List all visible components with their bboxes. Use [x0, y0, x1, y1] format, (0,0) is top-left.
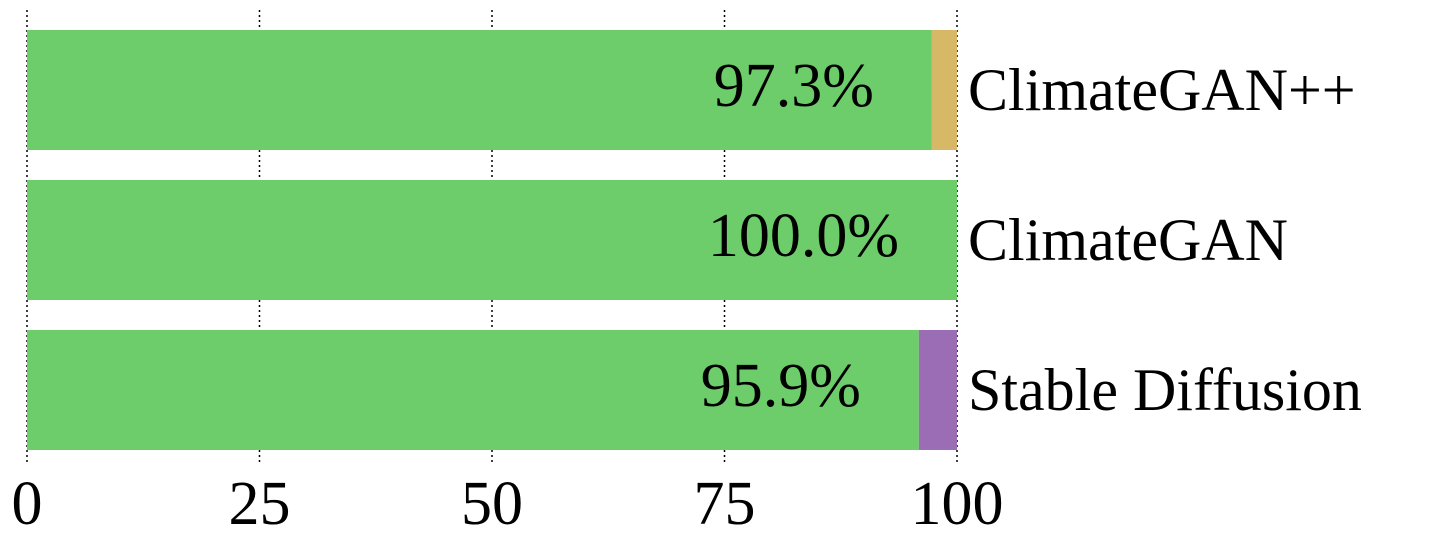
- category-label: ClimateGAN++: [968, 57, 1356, 123]
- x-tick-label: 50: [461, 470, 523, 538]
- x-tick-label: 75: [694, 470, 756, 538]
- x-tick-label: 25: [229, 470, 291, 538]
- category-label: Stable Diffusion: [968, 357, 1362, 423]
- value-label: 97.3%: [714, 52, 874, 120]
- bar-segment: [27, 330, 919, 450]
- bar-segment: [27, 30, 932, 150]
- x-tick-label: 0: [12, 470, 43, 538]
- value-label: 95.9%: [701, 352, 861, 420]
- bar-segment: [931, 30, 957, 150]
- bar-segment: [918, 330, 957, 450]
- category-label: ClimateGAN: [968, 207, 1288, 273]
- x-tick-label: 100: [911, 470, 1004, 538]
- bar-segment: [27, 180, 957, 300]
- value-label: 100.0%: [708, 202, 899, 270]
